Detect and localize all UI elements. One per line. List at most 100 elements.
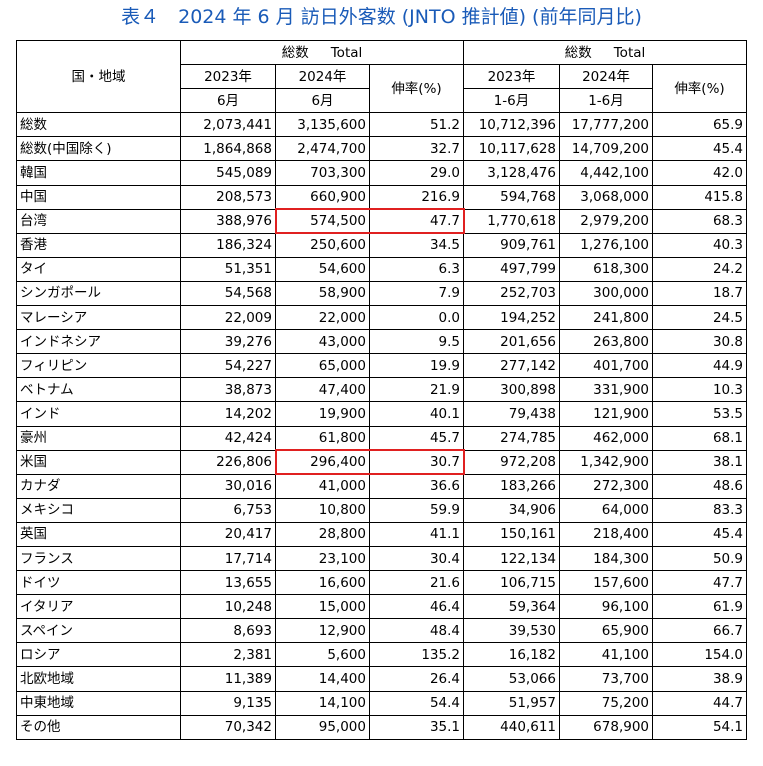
ytd-2024-cell: 272,300 <box>559 473 653 499</box>
region-name-cell: インドネシア <box>16 329 181 355</box>
ytd-2023-cell: 594,768 <box>463 184 560 210</box>
region-name-cell: シンガポール <box>16 280 181 307</box>
june-2024-cell: 58,900 <box>275 280 370 307</box>
ytd-growth-cell: 154.0 <box>652 642 747 668</box>
june-growth-cell: 41.1 <box>369 521 464 547</box>
june-growth-cell: 54.4 <box>369 690 464 716</box>
ytd-2024-cell: 96,100 <box>559 594 653 620</box>
june-2023-cell: 39,276 <box>180 329 276 355</box>
june-growth-cell: 34.5 <box>369 232 464 258</box>
table-row: フランス 17,714 23,100 30.4 122,134 184,300 50.9 <box>16 545 747 572</box>
ytd-2024-cell: 1,342,900 <box>559 449 653 475</box>
june-growth-cell: 216.9 <box>369 184 464 210</box>
june-growth-cell: 48.4 <box>369 618 464 644</box>
ytd-2023-cell: 909,761 <box>463 232 560 258</box>
june-2023-year-header: 2023年 <box>180 64 276 90</box>
header-row-1: 国・地域 総数 Total 総数 Total <box>16 39 747 114</box>
june-2023-cell: 51,351 <box>180 256 276 282</box>
june-2023-cell: 2,381 <box>180 642 276 668</box>
region-name-cell: 英国 <box>16 521 181 547</box>
june-growth-cell: 30.7 <box>369 449 464 475</box>
table-row: ドイツ 13,655 16,600 21.6 106,715 157,600 47.7 <box>16 570 747 596</box>
ytd-growth-cell: 47.7 <box>652 570 747 596</box>
ytd-growth-cell: 65.9 <box>652 112 747 138</box>
june-2023-month-header: 6月 <box>180 88 276 114</box>
region-name-cell: 総数 <box>16 112 181 138</box>
june-growth-cell: 29.0 <box>369 160 464 186</box>
region-name-cell: 総数(中国除く) <box>16 136 181 162</box>
table-row: 米国 226,806 296,400 30.7 972,208 1,342,900 38.1 <box>16 449 747 475</box>
ytd-2024-cell: 64,000 <box>559 497 653 523</box>
ytd-growth-cell: 50.9 <box>652 545 747 572</box>
ytd-2023-cell: 183,266 <box>463 473 560 499</box>
region-name-cell: 香港 <box>16 232 181 258</box>
june-2023-cell: 6,753 <box>180 497 276 523</box>
ytd-growth-cell: 18.7 <box>652 280 747 307</box>
table-row: 香港 186,324 250,600 34.5 909,761 1,276,100 40.3 <box>16 232 747 258</box>
region-name-cell: フランス <box>16 545 181 572</box>
ytd-2023-cell: 39,530 <box>463 618 560 644</box>
ytd-2024-cell: 618,300 <box>559 256 653 282</box>
june-2023-cell: 11,389 <box>180 666 276 692</box>
june-growth-header: 伸率(%) <box>369 64 464 114</box>
region-name-cell: 米国 <box>16 449 181 475</box>
table-row: インド 14,202 19,900 40.1 79,438 121,900 53.5 <box>16 401 747 427</box>
ytd-2023-cell: 201,656 <box>463 329 560 355</box>
ytd-growth-cell: 10.3 <box>652 377 747 403</box>
june-2023-cell: 2,073,441 <box>180 112 276 138</box>
ytd-2023-cell: 106,715 <box>463 570 560 596</box>
region-name-cell: ベトナム <box>16 377 181 403</box>
ytd-2024-cell: 41,100 <box>559 642 653 668</box>
region-name-cell: 北欧地域 <box>16 666 181 692</box>
june-2024-cell: 15,000 <box>275 594 370 620</box>
ytd-2024-cell: 14,709,200 <box>559 136 653 162</box>
june-growth-cell: 30.4 <box>369 545 464 572</box>
june-2023-cell: 14,202 <box>180 401 276 427</box>
region-name-cell: インド <box>16 401 181 427</box>
june-2023-cell: 388,976 <box>180 208 276 234</box>
ytd-2023-cell: 1,770,618 <box>463 208 560 234</box>
june-2023-cell: 54,568 <box>180 280 276 307</box>
region-name-cell: ドイツ <box>16 570 181 596</box>
ytd-growth-cell: 45.4 <box>652 136 747 162</box>
ytd-2024-cell: 75,200 <box>559 690 653 716</box>
ytd-growth-cell: 83.3 <box>652 497 747 523</box>
june-growth-cell: 40.1 <box>369 401 464 427</box>
header-row-3: 6月 6月 1-6月 1-6月 <box>17 88 747 114</box>
ytd-growth-cell: 68.1 <box>652 425 747 451</box>
table-row: カナダ 30,016 41,000 36.6 183,266 272,300 48.6 <box>16 473 747 499</box>
ytd-2023-month-header: 1-6月 <box>463 88 560 114</box>
june-2024-cell: 250,600 <box>275 232 370 258</box>
june-growth-cell: 32.7 <box>369 136 464 162</box>
region-name-cell: 韓国 <box>16 160 181 186</box>
ytd-2023-year-header: 2023年 <box>463 64 560 90</box>
ytd-2024-cell: 331,900 <box>559 377 653 403</box>
june-growth-cell: 135.2 <box>369 642 464 668</box>
ytd-2024-cell: 184,300 <box>559 545 653 572</box>
june-2024-cell: 16,600 <box>275 570 370 596</box>
region-name-cell: その他 <box>16 714 181 740</box>
june-2024-cell: 10,800 <box>275 497 370 523</box>
ytd-2024-cell: 3,068,000 <box>559 184 653 210</box>
ytd-growth-cell: 53.5 <box>652 401 747 427</box>
ytd-2023-cell: 10,712,396 <box>463 112 560 138</box>
region-name-cell: カナダ <box>16 473 181 499</box>
ytd-growth-cell: 30.8 <box>652 329 747 355</box>
table-row: その他 70,342 95,000 35.1 440,611 678,900 54.1 <box>16 714 747 740</box>
ytd-2024-cell: 401,700 <box>559 353 653 379</box>
june-2024-cell: 47,400 <box>275 377 370 403</box>
region-name-cell: マレーシア <box>16 305 181 331</box>
ytd-2023-cell: 972,208 <box>463 449 560 475</box>
june-total-header: 総数 Total <box>180 39 464 66</box>
ytd-2023-cell: 252,703 <box>463 280 560 307</box>
june-growth-cell: 51.2 <box>369 112 464 138</box>
region-name-cell: タイ <box>16 256 181 282</box>
june-2023-cell: 42,424 <box>180 425 276 451</box>
table-row: 英国 20,417 28,800 41.1 150,161 218,400 45.4 <box>16 521 747 547</box>
ytd-total-label: 総数 <box>564 44 592 61</box>
ytd-2024-cell: 462,000 <box>559 425 653 451</box>
region-name-cell: スペイン <box>16 618 181 644</box>
june-2024-cell: 703,300 <box>275 160 370 186</box>
june-2023-cell: 186,324 <box>180 232 276 258</box>
ytd-total-header: 総数 Total <box>463 39 747 66</box>
